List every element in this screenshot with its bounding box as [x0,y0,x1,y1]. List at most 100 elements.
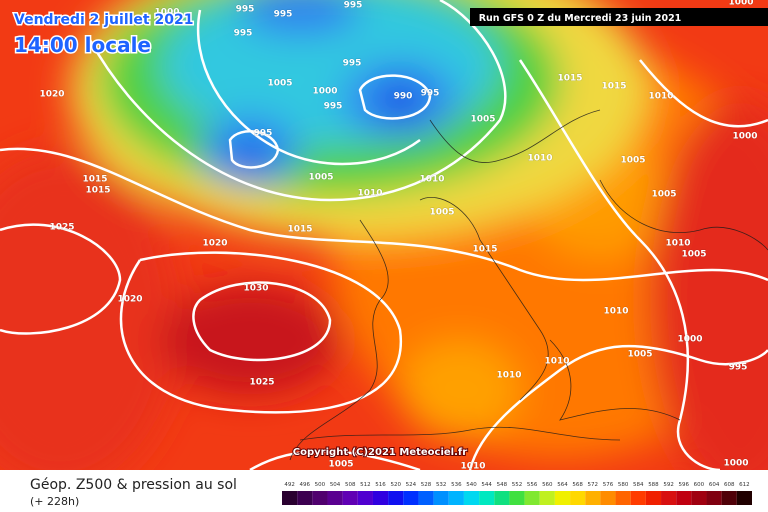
colorbar-label: 600 [694,482,705,488]
isobar-label: 1000 [312,87,337,97]
colorbar-swatch [554,491,571,505]
colorbar-swatch [494,491,510,505]
colorbar-swatch [721,491,737,505]
colorbar-label: 528 [421,482,432,488]
colorbar-label: 608 [724,482,735,488]
isobar-label: 995 [729,363,748,373]
colorbar-label: 596 [679,482,690,488]
isobar-label: 1000 [732,132,757,142]
colorbar: 492 496 500 504 508 512 516 520 524 528 532 536 540 5… [282,482,752,505]
colorbar-swatch [282,491,298,505]
isobar-label: 995 [236,5,255,15]
colorbar-swatch [570,491,586,505]
colorbar-label: 592 [663,482,674,488]
colorbar-swatch [312,491,328,505]
colorbar-swatch [630,491,646,505]
isobar-label: 1005 [651,190,676,200]
isobar-label: 1005 [620,156,645,166]
isobar-label: 1015 [472,245,497,255]
colorbar-label: 516 [375,482,386,488]
colorbar-label: 584 [633,482,644,488]
colorbar-swatch [691,491,707,505]
colorbar-swatch [600,491,616,505]
colorbar-swatch [357,491,373,505]
colorbar-label: 576 [603,482,614,488]
colorbar-label: 532 [436,482,447,488]
colorbar-swatch [463,491,480,505]
colorbar-swatch [676,491,692,505]
isobar-label: 1005 [627,350,652,360]
isobar-label: 1010 [460,462,485,472]
isobars [0,0,768,470]
colorbar-label: 548 [497,482,508,488]
isobar-label: 1020 [117,295,142,305]
isobar-label: 1010 [357,189,382,199]
isobar-label: 1005 [470,115,495,125]
colorbar-swatch [433,491,449,505]
isobar-label: 1020 [39,90,64,100]
isobar-label: 1015 [601,82,626,92]
local-time: 14:00 locale [14,33,151,57]
field [0,0,768,470]
isobar-label: 995 [234,29,253,39]
colorbar-swatch [661,491,677,505]
colorbar-swatch [327,491,343,505]
colorbar-label: 520 [390,482,401,488]
colorbar-swatch [297,491,313,505]
colorbar-label: 544 [481,482,492,488]
colorbar-label: 552 [512,482,523,488]
coastlines [289,109,768,461]
isobar-label: 1025 [49,223,74,233]
colorbar-label: 604 [709,482,720,488]
isobar-label: 1010 [496,371,521,381]
isobar-label: 1015 [287,225,312,235]
colorbar-swatch [418,491,434,505]
colorbar-label: 492 [284,482,295,488]
isobar-labels: 1000 995 995 995 995 1005 1000 995 995 990 995 1005… [39,0,758,472]
colorbar-swatch [372,491,389,505]
colorbar-label: 508 [345,482,356,488]
isobar-label: 1010 [603,307,628,317]
colorbar-swatch [509,491,525,505]
isobar-label: 1005 [681,250,706,260]
colorbar-label: 564 [557,482,568,488]
isobar-label: 1030 [243,284,268,294]
isobar-label: 1015 [557,74,582,84]
colorbar-label: 568 [572,482,583,488]
isobar-label: 995 [254,129,273,139]
isobar-label: 1005 [308,173,333,183]
isobar-label: 995 [274,10,293,20]
colorbar-label: 500 [315,482,326,488]
colorbar-label: 504 [330,482,341,488]
colorbar-swatch [736,491,752,505]
isobar-label: 1005 [429,208,454,218]
colorbar-swatch [342,491,358,505]
isobar-label: 1010 [419,175,444,185]
colorbar-label: 572 [588,482,599,488]
colorbar-label: 612 [739,482,750,488]
colorbar-label: 588 [648,482,659,488]
run-info: Run GFS 0 Z du Mercredi 23 juin 2021 [479,13,682,24]
footer-title: Géop. Z500 & pression au sol [30,477,237,493]
isobar-label: 995 [324,102,343,112]
colorbar-swatch [479,491,495,505]
isobar-label: 995 [343,59,362,69]
colorbar-label: 524 [406,482,417,488]
colorbar-label: 560 [542,482,553,488]
colorbar-swatch [388,491,404,505]
colorbar-label: 496 [299,482,310,488]
colorbar-swatch [615,491,631,505]
colorbar-label: 536 [451,482,462,488]
colorbar-label: 512 [360,482,371,488]
isobar-label: 1020 [202,239,227,249]
colorbar-swatch [448,491,464,505]
isobar-label: 1010 [527,154,552,164]
colorbar-swatch [524,491,540,505]
isobar-label: 1025 [249,378,274,388]
colorbar-swatch [585,491,601,505]
isobar-label: 1005 [328,460,353,470]
isobar-label: 1000 [677,335,702,345]
isobar-label: 995 [421,89,440,99]
